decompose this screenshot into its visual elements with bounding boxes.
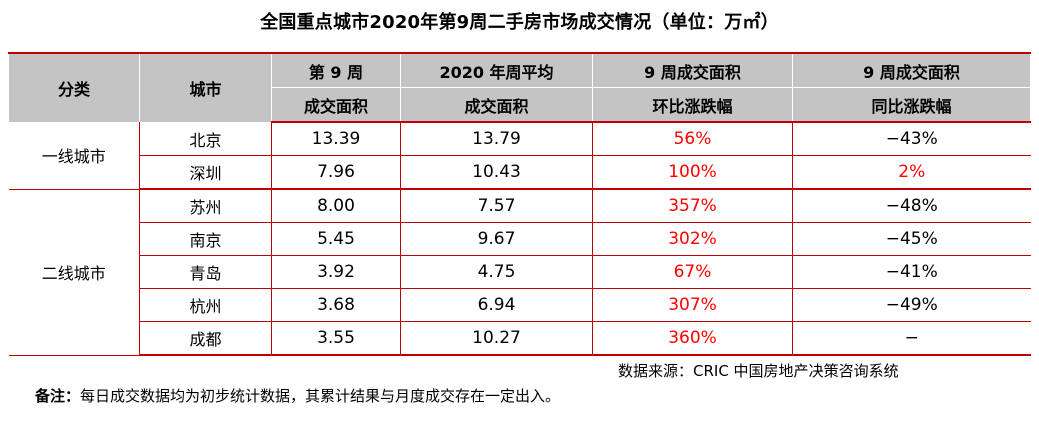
header-yoy-top: 9 周成交面积 [792, 52, 1031, 88]
mom-change-cell: 360% [592, 321, 793, 356]
category-cell: 二线城市 [8, 189, 140, 356]
header-city: 城市 [139, 52, 272, 122]
table-row: 二线城市 苏州 8.00 7.57 357% −48% [8, 189, 1031, 356]
yoy-change-cell: −48% [792, 189, 1031, 223]
table-title: 全国重点城市2020年第9周二手房市场成交情况（单位：万㎡） [260, 12, 779, 33]
week9-area-cell: 5.45 [271, 222, 401, 256]
transaction-table: 分类 城市 第 9 周 2020 年周平均 9 周成交面积 9 周成交面积 成交… [8, 52, 1031, 356]
avg-area-cell: 7.57 [400, 189, 593, 223]
week9-area-cell: 8.00 [271, 189, 401, 223]
header-category: 分类 [8, 52, 140, 122]
header-avg-bottom: 成交面积 [400, 87, 593, 123]
week9-area-cell: 3.68 [271, 288, 401, 322]
mom-change-cell: 100% [592, 155, 793, 190]
mom-change-cell: 56% [592, 122, 793, 156]
header-week9-top: 第 9 周 [271, 52, 401, 88]
avg-area-cell: 6.94 [400, 288, 593, 322]
table-body: 一线城市 北京 13.39 13.79 56% −43% 深圳 7.96 10.… [8, 122, 1031, 356]
avg-area-cell: 10.43 [400, 155, 593, 190]
yoy-change-cell: −45% [792, 222, 1031, 256]
week9-area-cell: 3.92 [271, 255, 401, 289]
week9-area-cell: 13.39 [271, 122, 401, 156]
data-source: 数据来源：CRIC 中国房地产决策咨询系统 [618, 362, 899, 380]
mom-change-cell: 357% [592, 189, 793, 223]
table-header: 分类 城市 第 9 周 2020 年周平均 9 周成交面积 9 周成交面积 成交… [8, 52, 1031, 123]
avg-area-cell: 9.67 [400, 222, 593, 256]
city-cell: 深圳 [139, 155, 272, 190]
week9-area-cell: 7.96 [271, 155, 401, 190]
yoy-change-cell: 2% [792, 155, 1031, 190]
table-row: 一线城市 北京 13.39 13.79 56% −43% [8, 122, 1031, 190]
footnote-text: 每日成交数据均为初步统计数据，其累计结果与月度成交存在一定出入。 [80, 387, 561, 405]
week9-area-cell: 3.55 [271, 321, 401, 356]
header-mom-bottom: 环比涨跌幅 [592, 87, 793, 123]
table-row: 青岛 3.92 4.75 67% −41% [9, 255, 1031, 289]
yoy-change-cell: − [792, 321, 1031, 356]
header-mom-top: 9 周成交面积 [592, 52, 793, 88]
category-cell: 一线城市 [8, 122, 140, 190]
yoy-change-cell: −49% [792, 288, 1031, 322]
mom-change-cell: 302% [592, 222, 793, 256]
avg-area-cell: 4.75 [400, 255, 593, 289]
city-cell: 杭州 [139, 288, 272, 322]
footnote: 备注：每日成交数据均为初步统计数据，其累计结果与月度成交存在一定出入。 [35, 385, 560, 406]
city-cell: 青岛 [139, 255, 272, 289]
yoy-change-cell: −43% [792, 122, 1031, 156]
yoy-change-cell: −41% [792, 255, 1031, 289]
table-row: 成都 3.55 10.27 360% − [9, 321, 1031, 356]
header-yoy-bottom: 同比涨跌幅 [792, 87, 1031, 123]
table-row: 杭州 3.68 6.94 307% −49% [9, 288, 1031, 322]
city-cell: 北京 [139, 122, 272, 156]
city-cell: 南京 [139, 222, 272, 256]
header-avg-top: 2020 年周平均 [400, 52, 593, 88]
footnote-label: 备注： [35, 387, 81, 405]
city-cell: 苏州 [139, 189, 272, 223]
mom-change-cell: 67% [592, 255, 793, 289]
avg-area-cell: 13.79 [400, 122, 593, 156]
city-cell: 成都 [139, 321, 272, 356]
table-row: 南京 5.45 9.67 302% −45% [9, 222, 1031, 256]
mom-change-cell: 307% [592, 288, 793, 322]
avg-area-cell: 10.27 [400, 321, 593, 356]
table-row: 深圳 7.96 10.43 100% 2% [9, 155, 1031, 190]
header-week9-bottom: 成交面积 [271, 87, 401, 123]
